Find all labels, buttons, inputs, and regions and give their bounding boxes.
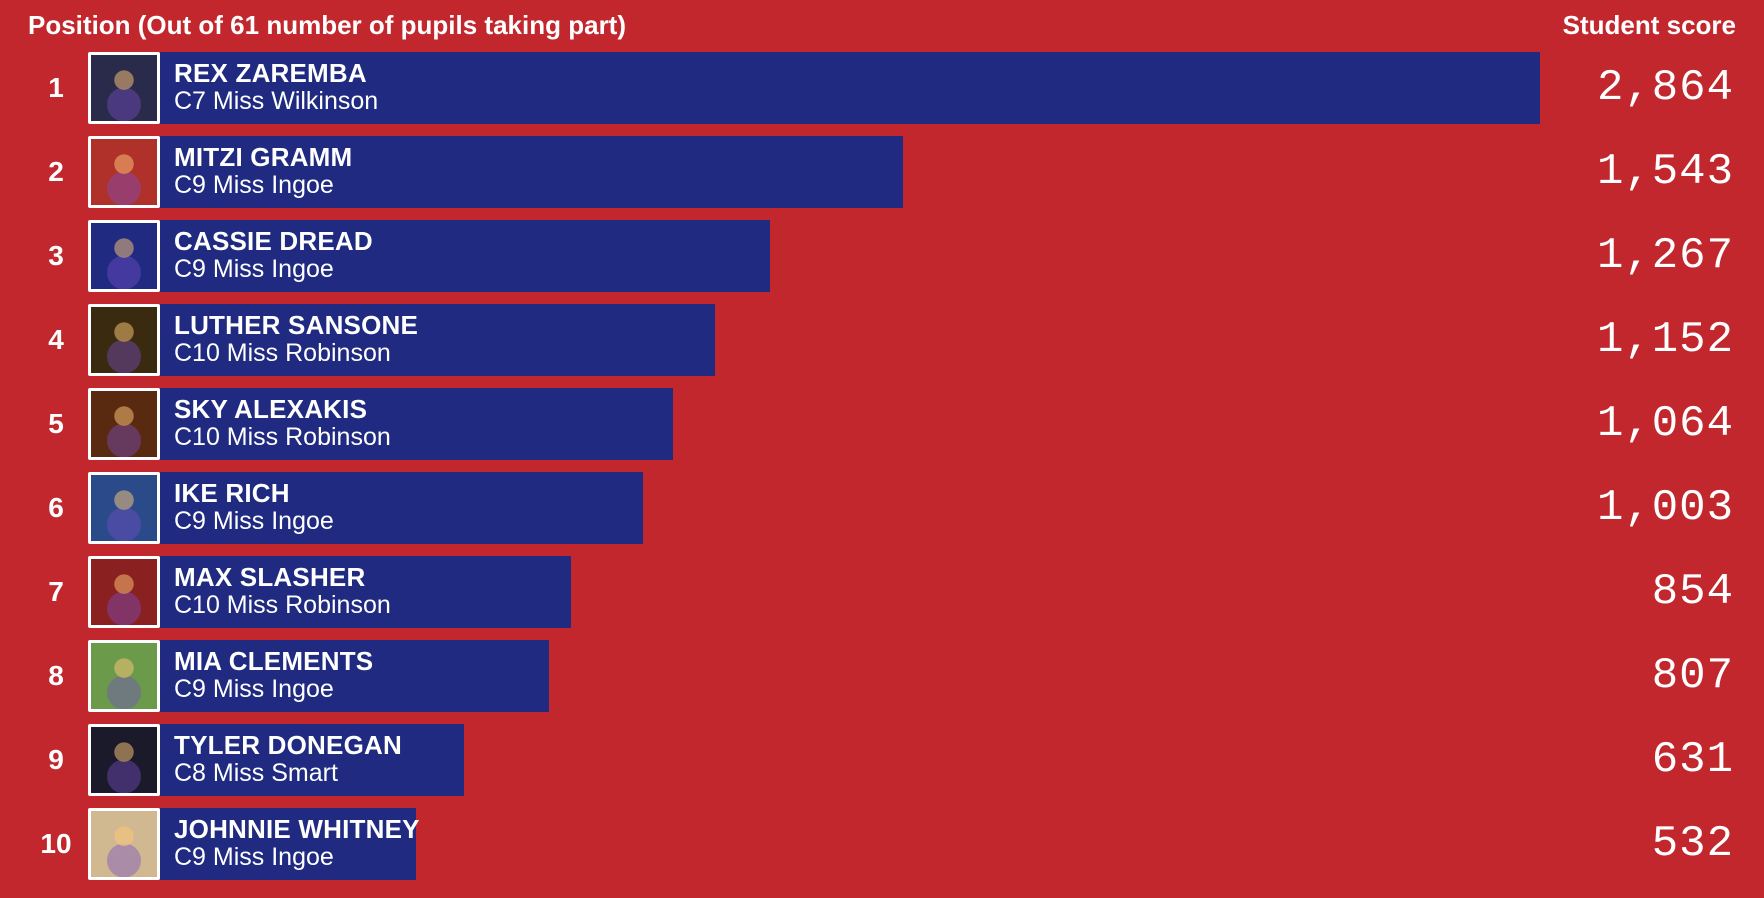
position-number: 5	[24, 408, 88, 440]
position-number: 9	[24, 744, 88, 776]
bar-zone: MIA CLEMENTSC9 Miss Ingoe	[160, 640, 1540, 712]
student-score: 807	[1540, 651, 1740, 701]
header-score-label: Student score	[1563, 10, 1736, 41]
student-name: REX ZAREMBA	[174, 60, 1540, 87]
student-name: MITZI GRAMM	[174, 144, 903, 171]
bar-zone: REX ZAREMBAC7 Miss Wilkinson	[160, 52, 1540, 124]
student-class: C10 Miss Robinson	[174, 591, 571, 620]
score-bar: TYLER DONEGANC8 Miss Smart	[160, 724, 464, 796]
leaderboard-row: 8 MIA CLEMENTSC9 Miss Ingoe 807	[24, 637, 1740, 715]
student-name: CASSIE DREAD	[174, 228, 770, 255]
student-score: 1,152	[1540, 315, 1740, 365]
student-score: 1,267	[1540, 231, 1740, 281]
student-avatar	[88, 808, 160, 880]
score-bar: IKE RICHC9 Miss Ingoe	[160, 472, 643, 544]
leaderboard-row: 2 MITZI GRAMMC9 Miss Ingoe 1,543	[24, 133, 1740, 211]
student-avatar	[88, 220, 160, 292]
leaderboard-row: 10 JOHNNIE WHITNEYC9 Miss Ingoe 532	[24, 805, 1740, 883]
student-name: IKE RICH	[174, 480, 643, 507]
student-name: MIA CLEMENTS	[174, 648, 549, 675]
leaderboard-row: 6 IKE RICHC9 Miss Ingoe 1,003	[24, 469, 1740, 547]
bar-zone: LUTHER SANSONEC10 Miss Robinson	[160, 304, 1540, 376]
position-number: 8	[24, 660, 88, 692]
student-class: C9 Miss Ingoe	[174, 675, 549, 704]
leaderboard-row: 7 MAX SLASHERC10 Miss Robinson 854	[24, 553, 1740, 631]
score-bar: JOHNNIE WHITNEYC9 Miss Ingoe	[160, 808, 416, 880]
student-score: 1,543	[1540, 147, 1740, 197]
score-bar: MITZI GRAMMC9 Miss Ingoe	[160, 136, 903, 208]
student-class: C9 Miss Ingoe	[174, 171, 903, 200]
student-avatar	[88, 52, 160, 124]
position-number: 3	[24, 240, 88, 272]
student-avatar	[88, 388, 160, 460]
leaderboard-row: 5 SKY ALEXAKISC10 Miss Robinson 1,064	[24, 385, 1740, 463]
student-avatar	[88, 136, 160, 208]
student-score: 631	[1540, 735, 1740, 785]
student-avatar	[88, 304, 160, 376]
bar-zone: JOHNNIE WHITNEYC9 Miss Ingoe	[160, 808, 1540, 880]
student-name: TYLER DONEGAN	[174, 732, 464, 759]
student-class: C10 Miss Robinson	[174, 339, 715, 368]
position-number: 1	[24, 72, 88, 104]
student-avatar	[88, 724, 160, 796]
student-avatar	[88, 640, 160, 712]
student-name: JOHNNIE WHITNEY	[174, 816, 416, 843]
leaderboard-row: 1 REX ZAREMBAC7 Miss Wilkinson2,864	[24, 49, 1740, 127]
score-bar: MIA CLEMENTSC9 Miss Ingoe	[160, 640, 549, 712]
bar-zone: MITZI GRAMMC9 Miss Ingoe	[160, 136, 1540, 208]
score-bar: CASSIE DREADC9 Miss Ingoe	[160, 220, 770, 292]
student-score: 854	[1540, 567, 1740, 617]
score-bar: LUTHER SANSONEC10 Miss Robinson	[160, 304, 715, 376]
leaderboard-row: 4 LUTHER SANSONEC10 Miss Robinson 1,152	[24, 301, 1740, 379]
bar-zone: CASSIE DREADC9 Miss Ingoe	[160, 220, 1540, 292]
student-name: MAX SLASHER	[174, 564, 571, 591]
student-class: C9 Miss Ingoe	[174, 843, 416, 872]
position-number: 2	[24, 156, 88, 188]
bar-zone: TYLER DONEGANC8 Miss Smart	[160, 724, 1540, 796]
student-score: 1,064	[1540, 399, 1740, 449]
leaderboard-rows: 1 REX ZAREMBAC7 Miss Wilkinson2,864 2 MITZI…	[24, 49, 1740, 883]
position-number: 4	[24, 324, 88, 356]
student-score: 1,003	[1540, 483, 1740, 533]
leaderboard-header: Position (Out of 61 number of pupils tak…	[24, 10, 1740, 41]
leaderboard-row: 3 CASSIE DREADC9 Miss Ingoe 1,267	[24, 217, 1740, 295]
student-class: C10 Miss Robinson	[174, 423, 673, 452]
student-avatar	[88, 556, 160, 628]
score-bar: REX ZAREMBAC7 Miss Wilkinson	[160, 52, 1540, 124]
student-name: SKY ALEXAKIS	[174, 396, 673, 423]
header-position-label: Position (Out of 61 number of pupils tak…	[28, 10, 626, 41]
position-number: 10	[24, 828, 88, 860]
score-bar: SKY ALEXAKISC10 Miss Robinson	[160, 388, 673, 460]
bar-zone: MAX SLASHERC10 Miss Robinson	[160, 556, 1540, 628]
student-class: C7 Miss Wilkinson	[174, 87, 1540, 116]
bar-zone: SKY ALEXAKISC10 Miss Robinson	[160, 388, 1540, 460]
position-number: 6	[24, 492, 88, 524]
student-class: C9 Miss Ingoe	[174, 255, 770, 284]
score-bar: MAX SLASHERC10 Miss Robinson	[160, 556, 571, 628]
student-score: 2,864	[1540, 63, 1740, 113]
student-avatar	[88, 472, 160, 544]
bar-zone: IKE RICHC9 Miss Ingoe	[160, 472, 1540, 544]
leaderboard-row: 9 TYLER DONEGANC8 Miss Smart 631	[24, 721, 1740, 799]
student-class: C9 Miss Ingoe	[174, 507, 643, 536]
student-class: C8 Miss Smart	[174, 759, 464, 788]
student-name: LUTHER SANSONE	[174, 312, 715, 339]
position-number: 7	[24, 576, 88, 608]
student-score: 532	[1540, 819, 1740, 869]
